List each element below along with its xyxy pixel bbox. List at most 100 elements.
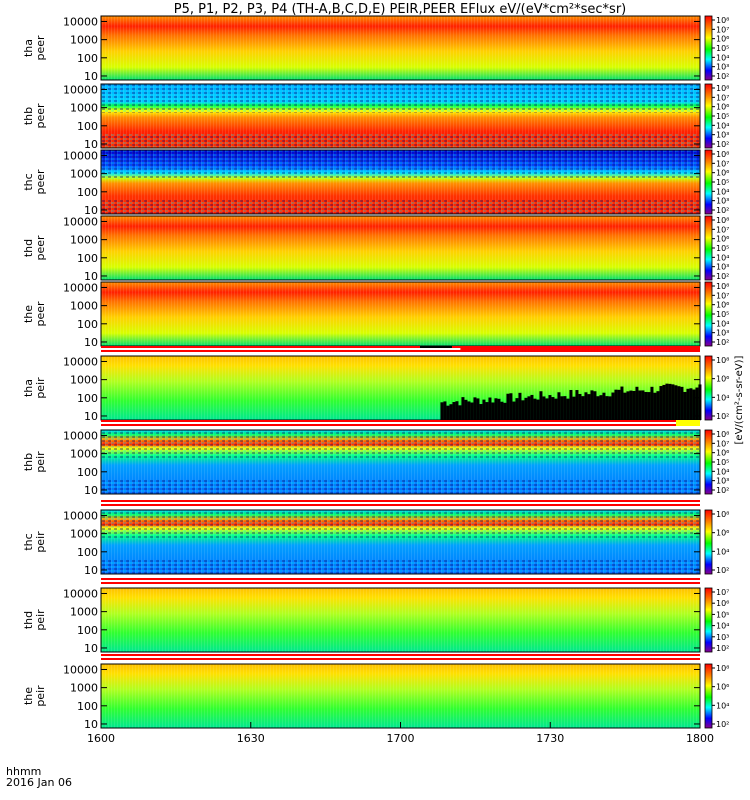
status-bar-gap — [101, 422, 700, 424]
spectrogram-panel: 10 100 1000 10000 thapeir 10⁸ 10⁶ 10⁴ 10² — [22, 355, 729, 423]
date-label: 2016 Jan 06 — [6, 776, 72, 789]
colorbar — [704, 281, 713, 347]
no-data-column — [677, 386, 681, 420]
spectrogram-panel: 10 100 1000 10000 thepeir 10⁸ 10⁶ 10⁴ 10² — [22, 663, 729, 731]
panel-frame — [100, 15, 701, 81]
no-data-column — [569, 389, 573, 420]
y-tick-label: 1000 — [70, 528, 98, 541]
no-data-column — [446, 405, 450, 420]
no-data-column — [524, 397, 528, 420]
colorbar-tick-label: 10⁸ — [716, 356, 729, 365]
colorbar-tick-label: 10⁶ — [716, 35, 729, 44]
colorbar — [704, 149, 713, 215]
no-data-column — [641, 390, 645, 420]
status-bar-gap — [101, 580, 700, 582]
y-tick-label: 100 — [77, 186, 98, 199]
y-tick-label: 10 — [84, 642, 98, 655]
no-data-region — [440, 383, 702, 420]
no-data-column — [440, 402, 444, 420]
no-data-column — [515, 398, 519, 420]
colorbar-tick-label: 10⁶ — [716, 683, 729, 692]
colorbar-tick-label: 10⁶ — [716, 599, 729, 608]
no-data-column — [557, 392, 561, 420]
no-data-column — [536, 399, 540, 420]
colorbar-tick-label: 10⁶ — [716, 169, 729, 178]
y-tick-label: 100 — [77, 700, 98, 713]
no-data-column — [458, 405, 462, 420]
no-data-column — [527, 396, 531, 420]
no-data-column — [635, 386, 639, 420]
colorbar-tick-label: 10⁴ — [716, 547, 729, 556]
no-data-column — [566, 398, 570, 420]
no-data-column — [509, 393, 513, 420]
colorbar — [704, 429, 713, 495]
colorbar-tick-label: 10⁶ — [716, 375, 729, 384]
panel-ylabel: thcpeir — [22, 531, 47, 553]
y-tick-label: 100 — [77, 252, 98, 265]
no-data-column — [650, 386, 654, 420]
no-data-column — [497, 398, 501, 420]
time-axis-caption: hhmm 2016 Jan 06 — [6, 766, 72, 788]
colorbar-tick-label: 10⁷ — [716, 291, 729, 300]
colorbar-tick-label: 10⁴ — [716, 393, 729, 402]
status-bar-gap — [101, 502, 700, 504]
no-data-column — [686, 388, 690, 420]
colorbar-tick-label: 10² — [716, 338, 729, 347]
spectrogram-texture — [101, 282, 700, 346]
colorbar-tick-label: 10⁸ — [716, 150, 729, 159]
colorbar-tick-label: 10⁷ — [716, 25, 729, 34]
chart-title: P5, P1, P2, P3, P4 (TH-A,B,C,D,E) PEIR,P… — [173, 2, 627, 17]
no-data-column — [638, 390, 642, 420]
y-tick-label: 10000 — [63, 15, 98, 28]
no-data-column — [656, 391, 660, 420]
no-data-column — [467, 401, 471, 420]
no-data-column — [695, 387, 699, 420]
no-data-column — [551, 397, 555, 420]
panel-ylabel: thcpeer — [22, 169, 47, 195]
colorbar-tick-label: 10⁴ — [716, 467, 729, 476]
no-data-column — [464, 399, 468, 420]
colorbar — [704, 587, 713, 653]
colorbar-tick-label: 10² — [716, 72, 729, 81]
spectrogram-texture — [101, 588, 700, 652]
colorbar-tick-label: 10⁴ — [716, 701, 729, 710]
colorbar — [704, 663, 713, 729]
panel-ylabel: thapeir — [22, 377, 47, 399]
colorbar-tick-label: 10⁵ — [716, 244, 729, 253]
colorbar-tick-label: 10⁴ — [716, 253, 729, 262]
no-data-column — [590, 390, 594, 420]
spectrogram-noise — [101, 559, 700, 574]
y-tick-label: 1000 — [70, 300, 98, 313]
no-data-column — [596, 396, 600, 420]
colorbar-tick-label: 10² — [716, 720, 729, 729]
colorbar-tick-label: 10³ — [716, 633, 729, 642]
y-tick-label: 1000 — [70, 374, 98, 387]
no-data-column — [599, 395, 603, 420]
colorbar-tick-label: 10⁸ — [716, 216, 729, 225]
status-bar — [101, 346, 700, 352]
no-data-column — [665, 383, 669, 420]
y-tick-label: 10 — [84, 70, 98, 83]
x-tick-label: 1700 — [387, 732, 415, 745]
colorbar-tick-label: 10⁸ — [716, 84, 729, 93]
y-tick-label: 10 — [84, 564, 98, 577]
x-tick-label: 1800 — [686, 732, 714, 745]
panel-ylabel: thapeer — [22, 35, 47, 61]
status-bar-black — [420, 346, 452, 348]
colorbar-tick-label: 10⁵ — [716, 458, 729, 467]
colorbar — [704, 83, 713, 149]
colorbar-tick-label: 10⁴ — [716, 319, 729, 328]
no-data-column — [626, 391, 630, 420]
panel-ylabel: thdpeer — [22, 235, 47, 261]
panel-frame — [100, 215, 701, 281]
y-tick-label: 10000 — [63, 355, 98, 368]
no-data-column — [494, 398, 498, 420]
colorbar-tick-label: 10⁸ — [716, 430, 729, 439]
no-data-column — [488, 397, 492, 420]
no-data-column — [662, 384, 666, 420]
spectrogram-noise — [101, 430, 700, 459]
colorbar-tick-label: 10³ — [716, 63, 729, 72]
no-data-column — [593, 391, 597, 420]
no-data-column — [470, 402, 474, 420]
